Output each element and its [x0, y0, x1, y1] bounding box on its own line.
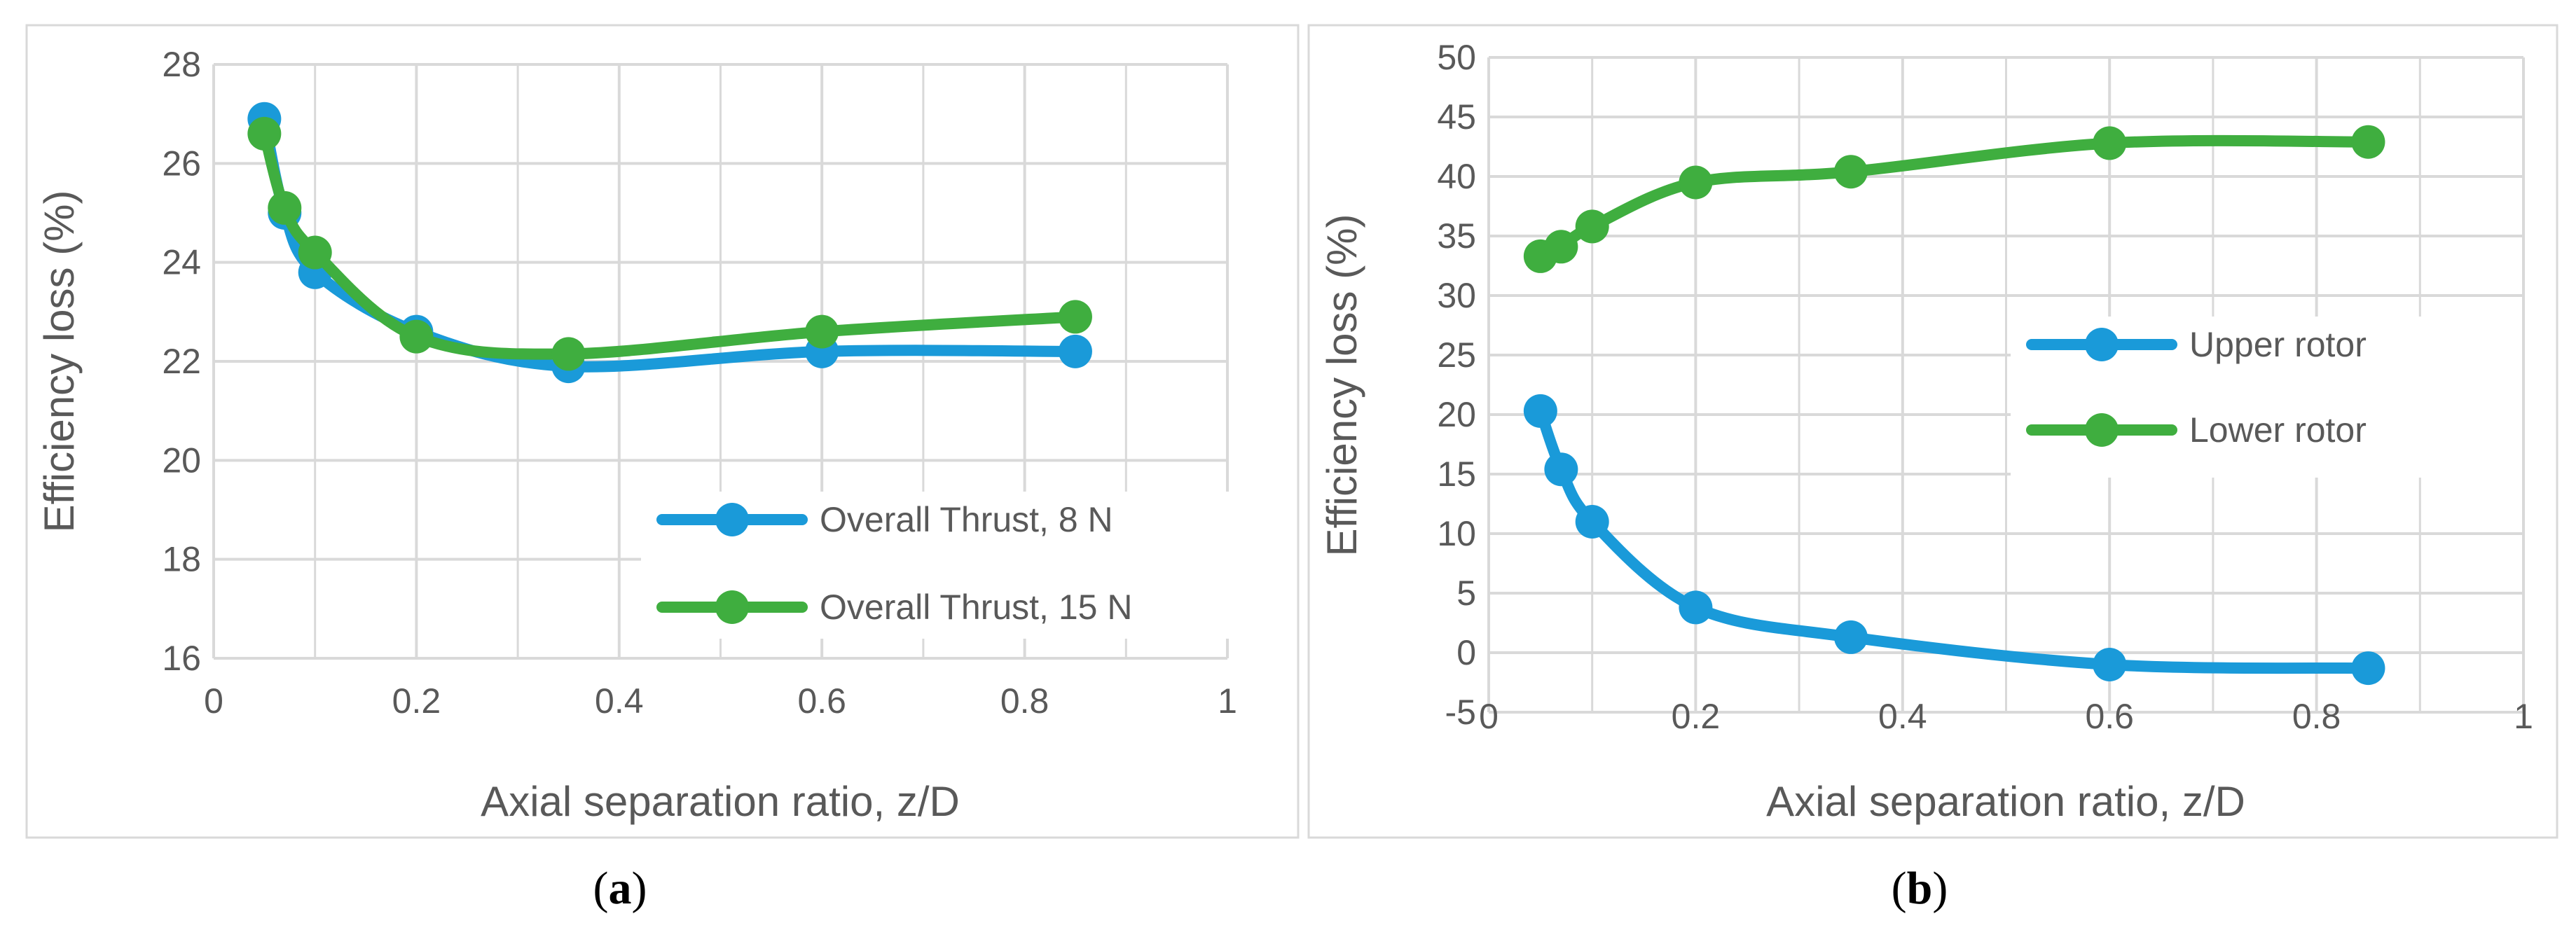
panel-b-ytick-label: 30 [1437, 276, 1476, 315]
panel-a-series-2-point [298, 235, 332, 270]
panel-a-legend-swatch-marker [715, 503, 749, 536]
panel-a-series-2-point [1058, 300, 1092, 334]
panel-b-ytick-label: 0 [1456, 633, 1476, 672]
panel-a-y-axis-title: Efficiency loss (%) [36, 190, 83, 532]
panel-a-legend-label: Overall Thrust, 8 N [820, 500, 1113, 539]
panel-a-xtick-label: 0.4 [595, 681, 644, 721]
panel-b-ytick-label: 50 [1437, 38, 1476, 77]
panel-b-series-2-point [1544, 230, 1578, 264]
panel-b-legend-label: Upper rotor [2189, 325, 2367, 364]
panel-a-legend: Overall Thrust, 8 N Overall Thrust, 15 N [641, 492, 1233, 639]
panel-b-xtick-label: 0 [1479, 697, 1499, 736]
panel-b-y-axis-title: Efficiency loss (%) [1318, 214, 1365, 556]
panel-b-xtick-label: 1 [2514, 697, 2533, 736]
caption-a-close-paren: ) [632, 863, 647, 914]
panel-a-series-1-point [1058, 334, 1092, 368]
caption-b-open-paren: ( [1892, 863, 1907, 914]
panel-b-series-2-line [1534, 134, 2374, 262]
panel-a-xtick-label: 0 [204, 681, 223, 721]
panel-b-ytick-label: 40 [1437, 157, 1476, 196]
caption-a-open-paren: ( [593, 863, 609, 914]
panel-b-series-1-point [2093, 648, 2127, 681]
panel-a-border [25, 24, 1300, 839]
panel-a-series-2-point [247, 116, 282, 151]
panel-b-legend-swatch-marker [2085, 413, 2119, 447]
panel-a-ytick-label: 24 [162, 243, 201, 282]
panel-b-x-axis-title: Axial separation ratio, z/D [1766, 778, 2245, 825]
panel-b-ytick-label: 35 [1437, 216, 1476, 256]
panel-a-series-2 [247, 116, 1092, 371]
panel-b-series-2-point [1679, 165, 1713, 200]
panel-a-ytick-label: 22 [162, 342, 201, 381]
panel-b-xtick-label: 0.4 [1878, 697, 1927, 736]
panel-a-series-2-point [551, 337, 586, 371]
panel-b-ytick-label: 20 [1437, 395, 1476, 434]
panel-b-ytick-label: -5 [1445, 693, 1476, 732]
panel-a-xtick-label: 0.8 [1000, 681, 1049, 721]
panel-b-series-1-line [1534, 405, 2374, 674]
panel-a-ytick-label: 28 [162, 45, 201, 84]
panel-b-xtick-label: 0.2 [1672, 697, 1721, 736]
panel-a-xtick-label: 0.2 [392, 681, 441, 721]
panel-a-xtick-label: 0.6 [797, 681, 846, 721]
panel-a-xtick-label: 1 [1218, 681, 1237, 721]
panel-a-series-2-point [805, 314, 839, 349]
panel-a-ytick-label: 18 [162, 540, 201, 579]
panel-b-series-1-point [1544, 452, 1578, 487]
panel-b-ytick-label: 10 [1437, 514, 1476, 553]
panel-b-series-2 [1523, 125, 2385, 273]
panel-a-series-2-point [399, 319, 434, 354]
panel-a-legend-swatch-marker [715, 590, 749, 624]
panel-b-legend-label: Lower rotor [2189, 410, 2367, 450]
panel-a-ytick-label: 16 [162, 639, 201, 678]
caption-b: (b) [1892, 863, 1948, 914]
caption-b-close-paren: ) [1932, 863, 1948, 914]
panel-b-ytick-label: 25 [1437, 335, 1476, 375]
panel-a-legend-label: Overall Thrust, 15 N [820, 588, 1132, 627]
panel-b-series-2-point [2093, 126, 2127, 160]
panel-a-ytick-label: 20 [162, 440, 201, 480]
panel-b-series-1-point [1575, 505, 1609, 539]
panel-b-series-2-point [1833, 155, 1868, 189]
panel-b-series-2-point [2351, 125, 2385, 159]
panel-b-series-1-point [2351, 651, 2385, 686]
caption-a: (a) [593, 863, 647, 914]
caption-a-letter: a [609, 863, 632, 914]
panel-b-series-2-point [1575, 209, 1609, 244]
panel-a-ytick-label: 26 [162, 144, 201, 183]
panel-b-legend-swatch-marker [2085, 328, 2119, 361]
panel-b-series-1-point [1833, 620, 1868, 654]
panel-b-series-1 [1523, 394, 2385, 686]
panel-b-series-1-point [1523, 394, 1557, 428]
panel-b-xtick-label: 0.6 [2085, 697, 2134, 736]
panel-b-legend: Upper rotor Lower rotor [2011, 317, 2522, 478]
panel-a-chart: 16 18 20 22 24 26 28 0 0.2 0.4 0.6 0.8 1 Axial separa… [36, 45, 1237, 825]
panel-b-xtick-label: 0.8 [2292, 697, 2341, 736]
panel-b-ytick-label: 45 [1437, 97, 1476, 137]
panel-b-ytick-label: 15 [1437, 454, 1476, 494]
panel-b-ytick-label: 5 [1456, 574, 1476, 613]
panel-b-series-1-point [1679, 590, 1713, 625]
panel-a-series-2-point [268, 190, 302, 225]
panel-a-x-axis-title: Axial separation ratio, z/D [481, 778, 960, 825]
caption-b-letter: b [1907, 863, 1933, 914]
